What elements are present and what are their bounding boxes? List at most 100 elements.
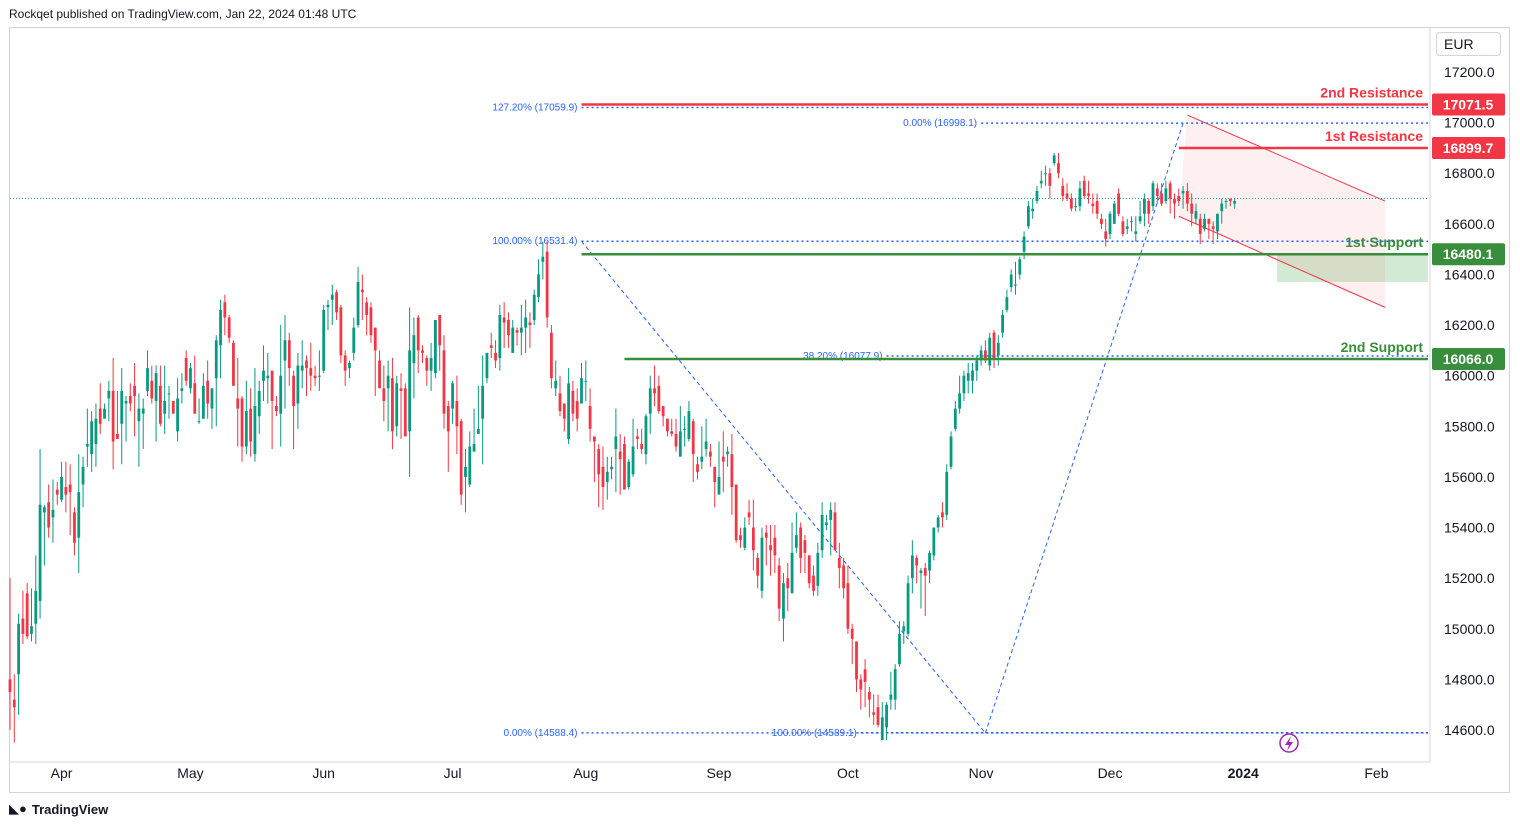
candle-body [756,557,760,576]
candle-body [631,446,635,475]
candle-body [68,484,72,493]
candle-body [537,274,540,298]
fib-level-label: 0.00% (16998.1) [903,118,977,129]
candle-body [507,320,510,336]
candle-body [519,327,523,333]
candle-body [1130,221,1133,223]
candle-body [90,421,94,455]
candle-body [867,692,871,700]
candle-body [1100,218,1103,224]
candle-body [687,411,691,439]
candle-body [262,370,265,381]
candle-body [906,583,910,634]
candle-body [21,618,25,634]
candle-body [206,380,210,404]
candle-body [270,370,274,401]
candle-body [850,628,854,639]
candle-body [1031,208,1035,212]
candle-body [335,292,338,313]
candle-body [610,466,613,470]
candle-body [275,406,278,412]
candle-body [223,302,227,318]
channel-upper-line [1187,114,1386,202]
candle-body [700,456,704,462]
candle-body [1061,185,1065,197]
brand-label: TradingView [31,801,109,817]
candle-body [408,350,412,432]
x-tick-label: Jul [444,765,462,781]
candle-body [124,401,128,404]
candle-body [928,552,931,571]
x-tick-label: May [177,765,203,781]
candle-body [704,441,708,450]
y-tick-label: 16400.0 [1444,266,1495,282]
channel-fill [1178,115,1386,308]
candle-body [1026,206,1030,227]
candle-body [915,557,919,566]
candle-body [266,375,270,379]
fib-level-label: 100.00% (16531.4) [492,236,577,247]
candle-body [107,390,111,399]
candle-body [77,492,81,538]
candle-body [81,466,85,485]
candle-body [726,451,729,455]
candle-body [378,360,381,389]
candle-body [889,694,893,700]
y-tick-label: 16800.0 [1444,165,1495,181]
candle-body [601,466,605,488]
candle-body [442,350,446,414]
candle-body [515,330,519,333]
candle-body [588,406,592,429]
candle-body [137,408,141,422]
candle-body [657,385,661,412]
candle-body [958,393,962,409]
candle-body [1160,193,1163,204]
candle-body [1048,173,1052,186]
x-tick-label: Apr [51,765,73,781]
candle-body [1177,196,1181,202]
candle-body [910,555,914,579]
candle-body [545,251,549,318]
candle-body [438,314,442,346]
candle-body [455,401,459,427]
candle-body [842,565,846,589]
candle-body [683,428,687,430]
candle-body [751,527,755,551]
candle-body [605,471,609,482]
footer-brand[interactable]: ◣● TradingView [9,801,108,817]
candle-body [219,309,222,346]
candle-body [966,373,970,381]
candle-body [614,436,618,450]
candle-body [158,385,162,424]
candle-body [769,545,772,551]
candle-body [141,408,145,414]
candle-body [696,464,699,472]
candle-body [580,378,583,404]
publisher-caption: Rockqet published on TradingView.com, Ja… [9,7,357,21]
candle-body [635,436,639,439]
candle-body [1057,163,1060,174]
candle-body [1052,155,1056,164]
candle-body [833,512,837,551]
candle-body [98,408,102,424]
candle-body [863,669,867,682]
y-tick-label: 17200.0 [1444,64,1495,80]
candle-body [562,403,566,419]
level-price-badge [1432,136,1505,159]
level-price-badge-text: 16066.0 [1443,351,1494,367]
x-tick-label: Nov [969,765,994,781]
candle-body [962,375,966,394]
candle-body [249,408,253,442]
candle-body [550,332,553,379]
candle-body [399,388,403,391]
candle-body [1095,201,1099,214]
candle-body [51,509,55,518]
candle-body [1228,198,1232,202]
currency-selector-button[interactable]: EUR [1436,32,1501,56]
candle-body [425,357,429,371]
candle-body [309,368,313,376]
candle-body [541,256,545,262]
candle-body [322,309,326,371]
y-tick-label: 16600.0 [1444,216,1495,232]
